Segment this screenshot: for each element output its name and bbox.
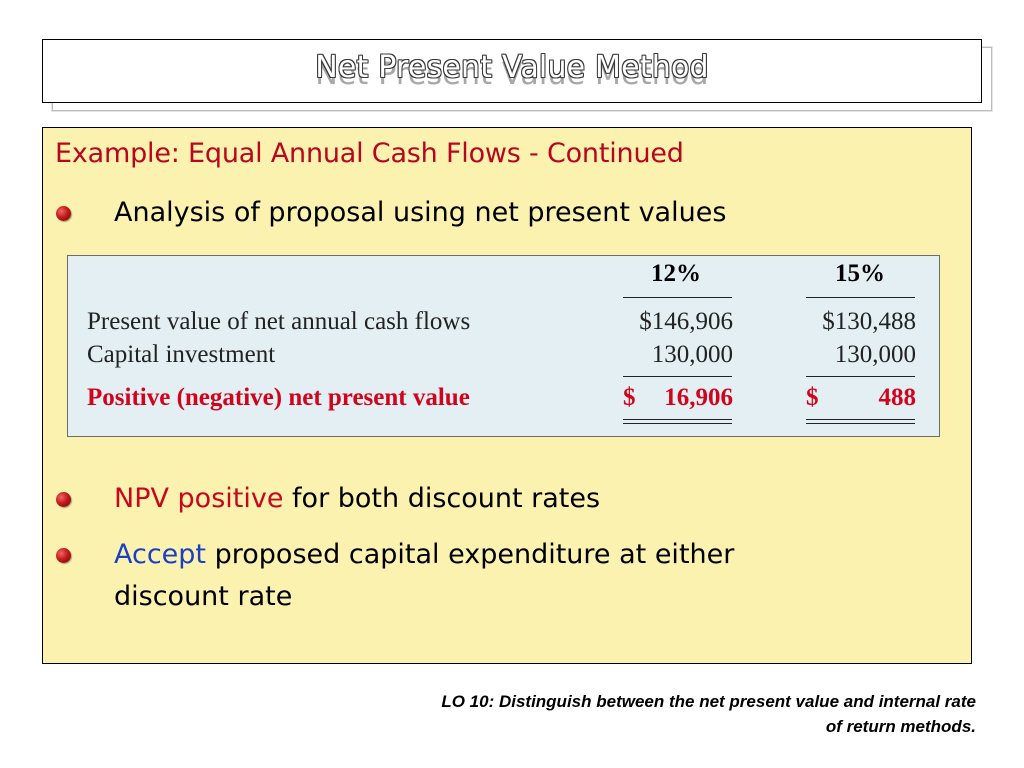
row-value-npv-12: 16,906 bbox=[664, 384, 733, 411]
red-sphere-bullet-icon bbox=[56, 492, 71, 507]
positive-term: positive bbox=[177, 483, 284, 514]
bullet-accept: Accept proposed capital expenditure at e… bbox=[114, 534, 734, 576]
red-sphere-bullet-icon bbox=[56, 206, 71, 221]
npv-table: 12% 15% Present value of net annual cash… bbox=[67, 255, 940, 437]
row-label-npv: Positive (negative) net present value bbox=[87, 384, 470, 411]
row-value-pv-12: $146,906 bbox=[639, 308, 733, 335]
column-header-12: 12% bbox=[651, 260, 701, 287]
bullet-accept-line2: discount rate bbox=[114, 581, 293, 612]
total-double-rule-12a bbox=[623, 419, 732, 420]
footer-line-2: of return methods. bbox=[825, 717, 976, 736]
accept-term: Accept bbox=[114, 539, 207, 570]
total-double-rule-12b bbox=[623, 423, 732, 424]
subtotal-rule-12 bbox=[623, 376, 732, 377]
row-value-pv-15: $130,488 bbox=[822, 308, 916, 335]
red-sphere-bullet-icon bbox=[56, 548, 71, 563]
total-double-rule-15b bbox=[806, 423, 915, 424]
header-rule-12 bbox=[623, 297, 732, 298]
section-subtitle: Example: Equal Annual Cash Flows - Conti… bbox=[55, 138, 684, 169]
total-double-rule-15a bbox=[806, 419, 915, 420]
row-label-pv-cash-flows: Present value of net annual cash flows bbox=[87, 308, 471, 335]
header-rule-15 bbox=[806, 297, 915, 298]
bullet-accept-rest: proposed capital expenditure at either bbox=[214, 539, 735, 570]
row-symbol-npv-12: $ bbox=[623, 384, 636, 411]
bullet-npv-rest: for both discount rates bbox=[292, 483, 601, 514]
row-label-capital-investment: Capital investment bbox=[87, 341, 276, 368]
row-value-capital-12: 130,000 bbox=[651, 341, 733, 368]
title-shadow: Net Present Value Method bbox=[315, 57, 709, 92]
title-frame bbox=[42, 39, 982, 103]
bullet-npv-positive: NPV positive for both discount rates bbox=[114, 478, 600, 520]
row-value-npv-15: 488 bbox=[878, 384, 917, 411]
bullet-analysis: Analysis of proposal using net present v… bbox=[114, 197, 727, 228]
learning-objective-footer: LO 10: Distinguish between the net prese… bbox=[441, 689, 976, 739]
row-value-capital-15: 130,000 bbox=[834, 341, 916, 368]
npv-term: NPV bbox=[114, 483, 169, 514]
page-title: Net Present Value Method bbox=[315, 50, 709, 85]
row-symbol-npv-15: $ bbox=[806, 384, 819, 411]
footer-line-1: LO 10: Distinguish between the net prese… bbox=[441, 692, 976, 711]
subtotal-rule-15 bbox=[806, 376, 915, 377]
content-panel: Example: Equal Annual Cash Flows - Conti… bbox=[42, 127, 972, 664]
column-header-15: 15% bbox=[835, 260, 885, 287]
